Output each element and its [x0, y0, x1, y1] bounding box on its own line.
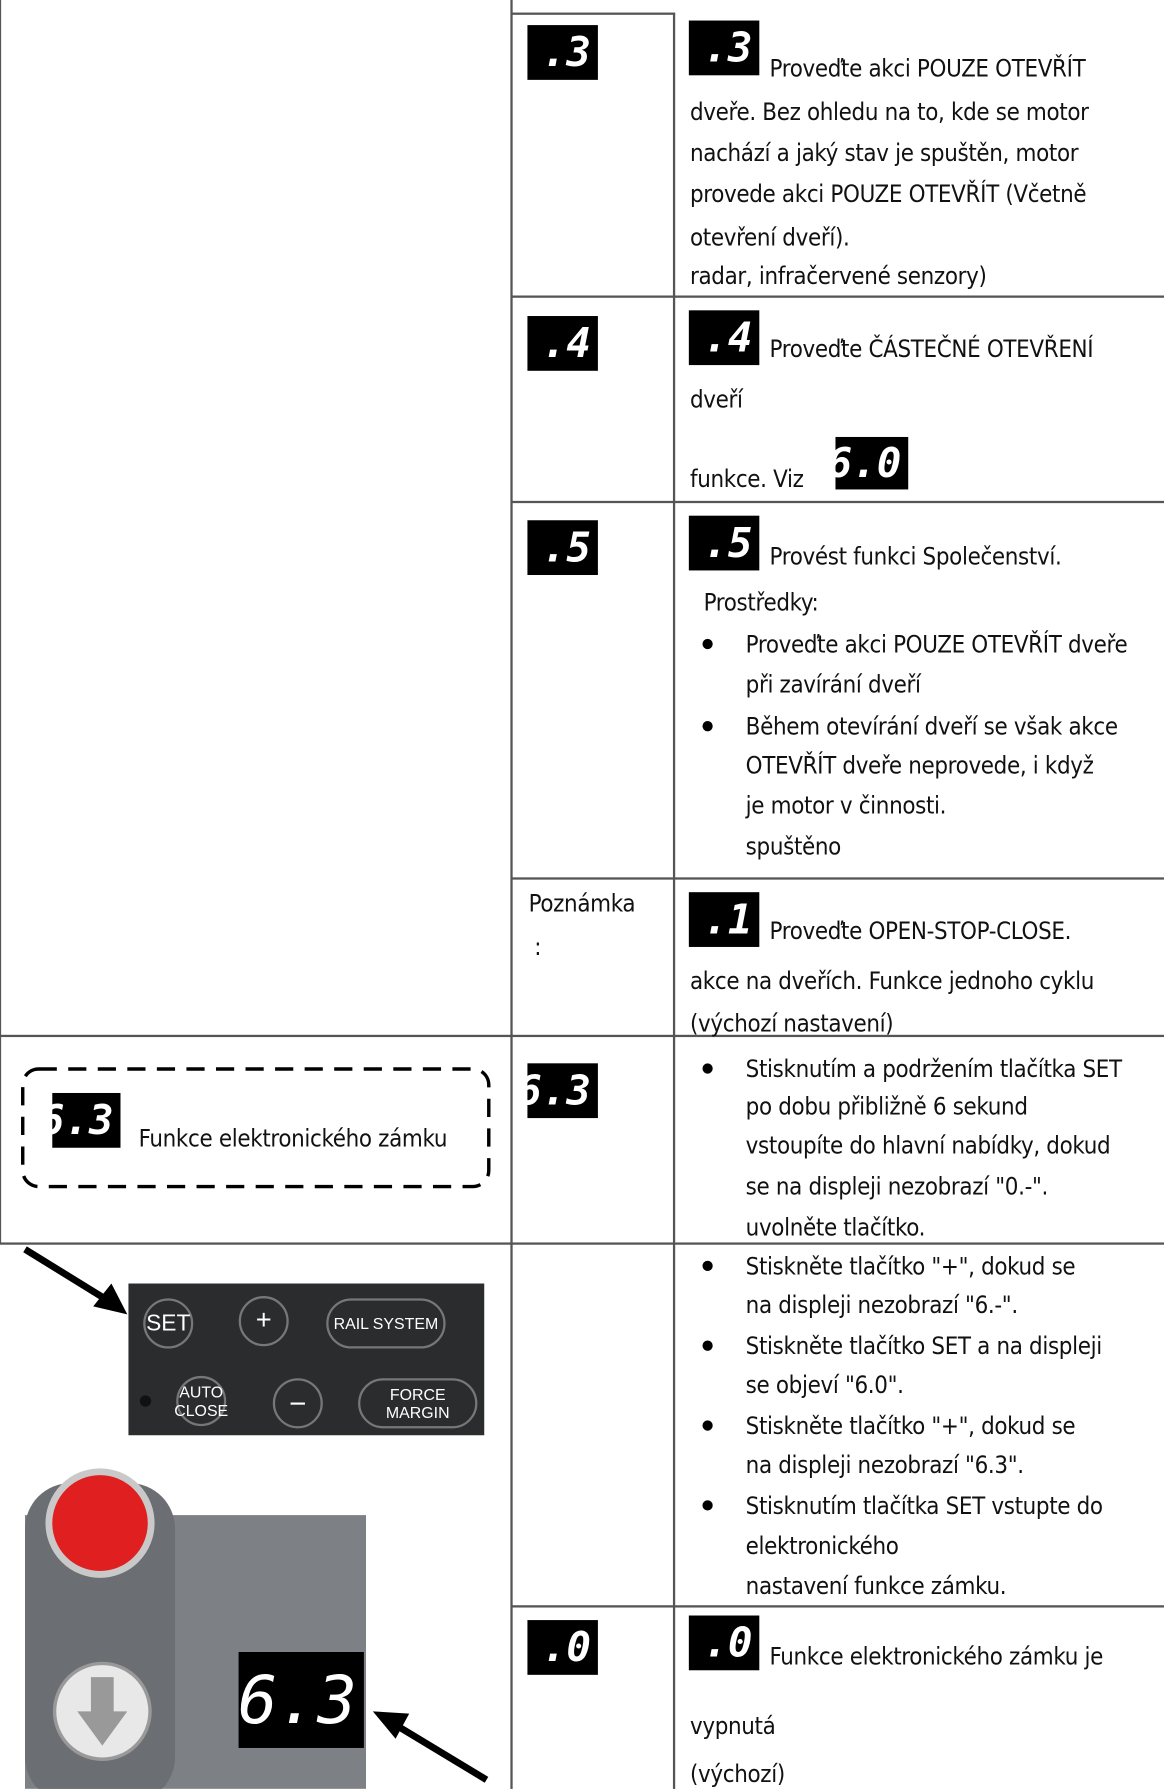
text: je motor v činnosti.	[745, 791, 947, 820]
h-rule	[511, 295, 1164, 298]
key-label: AUTO	[179, 1382, 224, 1402]
text: Funkce elektronického zámku je	[769, 1642, 1104, 1671]
h-rule	[0, 1034, 1164, 1038]
segment-display: 6.3	[517, 1063, 598, 1119]
text: Během otevírání dveří se však akce	[745, 713, 1118, 741]
arrow-head	[372, 1711, 410, 1739]
v-rule	[0, 0, 2, 1244]
v-rule	[510, 0, 513, 1789]
keypad-button: FORCE MARGIN	[358, 1378, 478, 1429]
text: elektronického	[745, 1532, 899, 1560]
text: Stisknutím tlačítka SET vstupte do	[745, 1492, 1103, 1520]
h-rule	[0, 1242, 1164, 1245]
text: dveří	[689, 385, 743, 414]
led	[139, 1395, 152, 1407]
text: radar, infračervené senzory)	[689, 262, 987, 290]
text: akce na dveřích. Funkce jednoho cyklu	[689, 967, 1095, 995]
bullet	[702, 638, 713, 650]
text: Stisknutím a podržením tlačítka SET	[745, 1055, 1122, 1083]
h-rule	[511, 1605, 1164, 1608]
segment-display: .5	[688, 515, 760, 571]
segment-display: .4	[527, 316, 598, 371]
text: Prostředky:	[703, 588, 819, 617]
text: (výchozí nastavení)	[689, 1009, 894, 1038]
segment-display: 6.0	[827, 436, 909, 490]
text: :	[534, 933, 542, 961]
text: na displeji nezobrazí "6.3".	[745, 1451, 1024, 1479]
segment-display: .4	[688, 310, 760, 366]
text: Proveďte OPEN-STOP-CLOSE.	[769, 917, 1072, 945]
segment-display: .1	[688, 892, 760, 947]
text: při zavírání dveří	[745, 670, 921, 699]
text: Stiskněte tlačítko "+", dokud se	[745, 1412, 1076, 1440]
keypad-button: +	[238, 1296, 289, 1347]
down-arrow	[77, 1677, 128, 1746]
text: Funkce elektronického zámku	[138, 1124, 448, 1153]
text: Proveďte akci POUZE OTEVŘÍT	[769, 54, 1086, 83]
text: se objeví "6.0".	[745, 1371, 904, 1399]
segment-display: .3	[527, 25, 598, 80]
text: na displeji nezobrazí "6.-".	[745, 1291, 1018, 1319]
keypad-button: −	[272, 1378, 323, 1429]
segment-display: .0	[688, 1615, 760, 1671]
bullet	[702, 1420, 713, 1431]
text: Proveďte ČÁSTEČNÉ OTEVŘENÍ	[769, 335, 1094, 363]
text: Provést funkci Společenství.	[769, 543, 1062, 571]
text: po dobu přibližně 6 sekund	[745, 1092, 1028, 1121]
bullet	[702, 721, 713, 732]
segment-display: .0	[527, 1620, 598, 1675]
arrow-head	[93, 1283, 128, 1315]
bullet	[702, 1063, 713, 1074]
keypad-button: AUTO CLOSE	[174, 1375, 229, 1427]
text: OTEVŘÍT dveře neprovede, i když	[745, 751, 1094, 780]
text: vstoupíte do hlavní nabídky, dokud	[745, 1131, 1111, 1160]
bullet	[702, 1260, 713, 1271]
text: Stiskněte tlačítko SET a na displeji	[745, 1332, 1103, 1360]
text: Stiskněte tlačítko "+", dokud se	[745, 1252, 1076, 1281]
text: Proveďte akci POUZE OTEVŘÍT dveře	[745, 630, 1128, 659]
segment-display: 6.3	[40, 1092, 121, 1148]
text: nachází a jaký stav je spuštěn, motor	[689, 139, 1079, 167]
text: (výchozí)	[689, 1760, 785, 1788]
arrow	[23, 1246, 116, 1307]
bullet	[702, 1500, 713, 1511]
key-label: CLOSE	[174, 1401, 229, 1420]
segment-display: .3	[688, 20, 760, 76]
text: provede akci POUZE OTEVŘÍT (Včetně	[689, 180, 1087, 208]
h-rule	[511, 500, 1164, 504]
h-rule	[511, 877, 1164, 880]
keypad-button: RAIL SYSTEM	[326, 1298, 446, 1349]
segment-display: .5	[527, 520, 598, 576]
bullet	[702, 1340, 713, 1351]
text: nastavení funkce zámku.	[745, 1572, 1007, 1600]
h-rule	[511, 12, 676, 15]
text: se na displeji nezobrazí "0.-".	[745, 1172, 1049, 1201]
arrow	[390, 1719, 489, 1783]
text: spuštěno	[745, 832, 842, 861]
segment-display: 6.3	[238, 1652, 364, 1748]
text: Poznámka	[528, 889, 636, 918]
text: vypnutá	[689, 1712, 776, 1740]
text: funkce. Viz	[689, 465, 804, 493]
keypad-button: SET	[143, 1298, 194, 1349]
v-rule	[672, 13, 676, 1789]
text: otevření dveří).	[689, 223, 850, 251]
red-button	[45, 1468, 155, 1578]
dashed-box	[21, 1067, 491, 1189]
text: uvolněte tlačítko.	[745, 1213, 926, 1242]
text: dveře. Bez ohledu na to, kde se motor	[689, 98, 1089, 126]
